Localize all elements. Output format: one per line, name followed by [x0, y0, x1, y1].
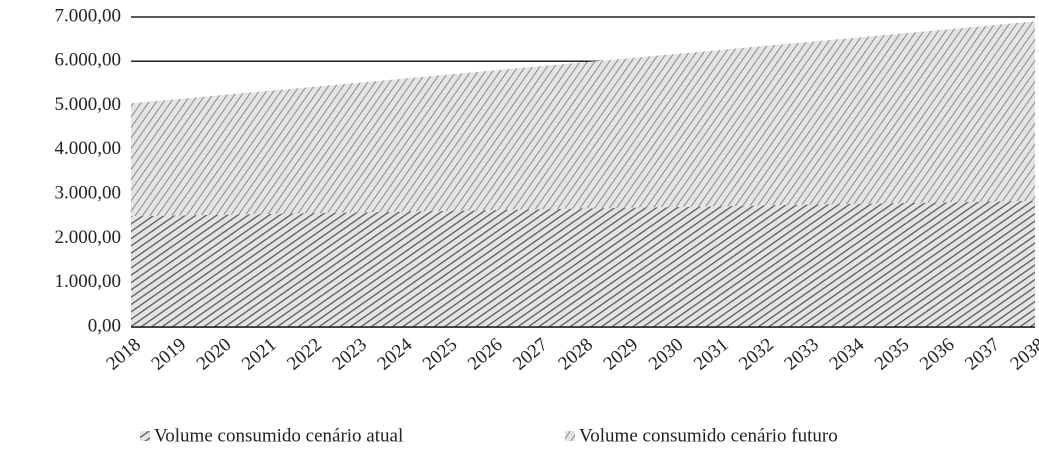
legend-label: Volume consumido cenário atual [154, 425, 403, 446]
x-tick-label: 2029 [600, 334, 643, 375]
x-tick-label: 2020 [193, 334, 236, 375]
y-tick-label: 7.000,00 [55, 5, 122, 26]
x-tick-label: 2021 [238, 334, 281, 375]
x-tick-label: 2036 [916, 334, 959, 375]
y-tick-label: 2.000,00 [55, 227, 122, 248]
x-tick-label: 2018 [102, 334, 145, 375]
legend-swatch [140, 431, 150, 441]
x-tick-label: 2022 [283, 334, 326, 375]
x-tick-label: 2033 [780, 334, 823, 375]
x-tick-label: 2019 [148, 334, 191, 375]
x-tick-label: 2037 [961, 334, 1004, 375]
x-tick-label: 2023 [328, 334, 371, 375]
x-tick-label: 2027 [509, 334, 552, 375]
area [131, 200, 1035, 327]
x-tick-label: 2038 [1006, 334, 1039, 375]
x-tick-label: 2026 [464, 334, 507, 375]
legend-label: Volume consumido cenário futuro [579, 425, 838, 446]
y-tick-label: 0,00 [88, 315, 121, 336]
x-tick-label: 2024 [374, 334, 417, 375]
y-tick-label: 6.000,00 [55, 50, 122, 71]
y-tick-label: 5.000,00 [55, 94, 122, 115]
y-tick-label: 4.000,00 [55, 138, 122, 159]
x-tick-label: 2031 [690, 334, 733, 375]
x-tick-label: 2034 [826, 334, 869, 375]
area [131, 21, 1035, 217]
x-tick-label: 2032 [735, 334, 778, 375]
x-tick-label: 2025 [419, 334, 462, 375]
x-tick-label: 2030 [645, 334, 688, 375]
x-tick-label: 2035 [871, 334, 914, 375]
y-tick-label: 1.000,00 [55, 271, 122, 292]
legend-swatch [565, 431, 575, 441]
x-tick-label: 2028 [554, 334, 597, 375]
y-tick-label: 3.000,00 [55, 183, 122, 204]
